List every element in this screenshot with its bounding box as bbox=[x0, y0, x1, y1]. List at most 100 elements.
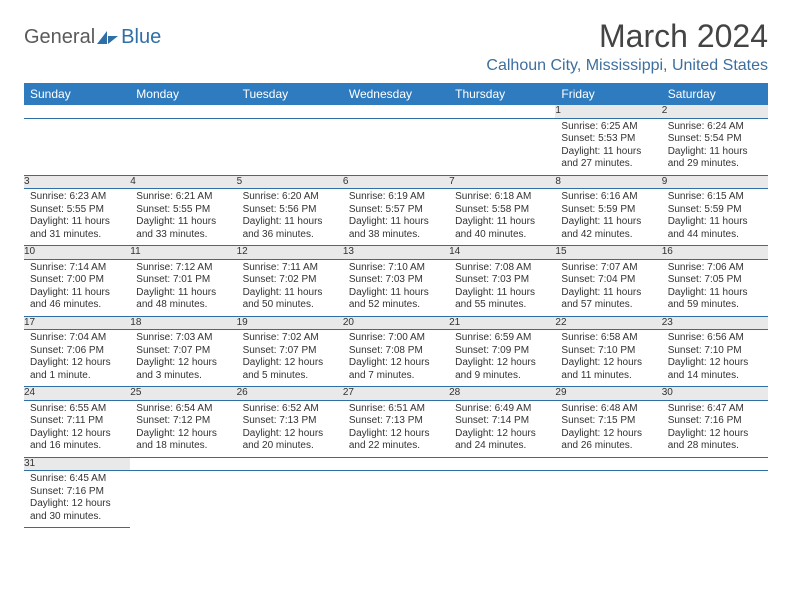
sunset-text: Sunset: 7:14 PM bbox=[455, 415, 549, 428]
day-number-cell: 7 bbox=[449, 175, 555, 189]
daylight-text: Daylight: 12 hours and 16 minutes. bbox=[30, 428, 124, 453]
day-cell: Sunrise: 7:12 AMSunset: 7:01 PMDaylight:… bbox=[130, 259, 236, 316]
sunset-text: Sunset: 7:06 PM bbox=[30, 345, 124, 358]
sunset-text: Sunset: 7:12 PM bbox=[136, 415, 230, 428]
week-row: Sunrise: 6:25 AMSunset: 5:53 PMDaylight:… bbox=[24, 118, 768, 175]
sunset-text: Sunset: 7:10 PM bbox=[561, 345, 655, 358]
day-cell: Sunrise: 6:21 AMSunset: 5:55 PMDaylight:… bbox=[130, 189, 236, 246]
day-number-cell: 11 bbox=[130, 246, 236, 260]
daylight-text: Daylight: 12 hours and 7 minutes. bbox=[349, 357, 443, 382]
sunrise-text: Sunrise: 6:51 AM bbox=[349, 403, 443, 416]
daylight-text: Daylight: 11 hours and 55 minutes. bbox=[455, 287, 549, 312]
sunset-text: Sunset: 7:09 PM bbox=[455, 345, 549, 358]
day-cell: Sunrise: 7:11 AMSunset: 7:02 PMDaylight:… bbox=[237, 259, 343, 316]
day-number-cell: 2 bbox=[662, 105, 768, 118]
weekday-header: Thursday bbox=[449, 83, 555, 105]
weekday-header-row: Sunday Monday Tuesday Wednesday Thursday… bbox=[24, 83, 768, 105]
sunset-text: Sunset: 7:07 PM bbox=[136, 345, 230, 358]
sunset-text: Sunset: 7:15 PM bbox=[561, 415, 655, 428]
sunrise-text: Sunrise: 6:54 AM bbox=[136, 403, 230, 416]
day-cell: Sunrise: 6:48 AMSunset: 7:15 PMDaylight:… bbox=[555, 400, 661, 457]
day-cell: Sunrise: 6:16 AMSunset: 5:59 PMDaylight:… bbox=[555, 189, 661, 246]
sunrise-text: Sunrise: 6:47 AM bbox=[668, 403, 762, 416]
daylight-text: Daylight: 12 hours and 26 minutes. bbox=[561, 428, 655, 453]
day-number-cell: 3 bbox=[24, 175, 130, 189]
day-number-cell bbox=[662, 457, 768, 471]
daylight-text: Daylight: 12 hours and 11 minutes. bbox=[561, 357, 655, 382]
day-number-cell: 5 bbox=[237, 175, 343, 189]
day-cell: Sunrise: 7:03 AMSunset: 7:07 PMDaylight:… bbox=[130, 330, 236, 387]
day-cell: Sunrise: 7:04 AMSunset: 7:06 PMDaylight:… bbox=[24, 330, 130, 387]
day-cell bbox=[130, 471, 236, 528]
sunset-text: Sunset: 5:55 PM bbox=[136, 204, 230, 217]
day-cell: Sunrise: 6:51 AMSunset: 7:13 PMDaylight:… bbox=[343, 400, 449, 457]
sunset-text: Sunset: 5:59 PM bbox=[668, 204, 762, 217]
day-cell: Sunrise: 6:45 AMSunset: 7:16 PMDaylight:… bbox=[24, 471, 130, 528]
daylight-text: Daylight: 12 hours and 18 minutes. bbox=[136, 428, 230, 453]
day-cell: Sunrise: 7:08 AMSunset: 7:03 PMDaylight:… bbox=[449, 259, 555, 316]
day-number-cell: 12 bbox=[237, 246, 343, 260]
day-cell: Sunrise: 7:02 AMSunset: 7:07 PMDaylight:… bbox=[237, 330, 343, 387]
day-number-cell: 14 bbox=[449, 246, 555, 260]
day-cell: Sunrise: 6:18 AMSunset: 5:58 PMDaylight:… bbox=[449, 189, 555, 246]
sunrise-text: Sunrise: 6:21 AM bbox=[136, 191, 230, 204]
sunrise-text: Sunrise: 7:02 AM bbox=[243, 332, 337, 345]
day-number-cell: 17 bbox=[24, 316, 130, 330]
day-number-cell bbox=[130, 105, 236, 118]
daynum-row: 24252627282930 bbox=[24, 387, 768, 401]
sunset-text: Sunset: 7:03 PM bbox=[349, 274, 443, 287]
day-number-cell: 23 bbox=[662, 316, 768, 330]
sunrise-text: Sunrise: 6:25 AM bbox=[561, 121, 655, 134]
daynum-row: 10111213141516 bbox=[24, 246, 768, 260]
sunrise-text: Sunrise: 6:48 AM bbox=[561, 403, 655, 416]
daylight-text: Daylight: 12 hours and 9 minutes. bbox=[455, 357, 549, 382]
day-number-cell: 24 bbox=[24, 387, 130, 401]
daylight-text: Daylight: 12 hours and 1 minute. bbox=[30, 357, 124, 382]
sunset-text: Sunset: 7:13 PM bbox=[243, 415, 337, 428]
weekday-header: Wednesday bbox=[343, 83, 449, 105]
day-number-cell: 9 bbox=[662, 175, 768, 189]
day-number-cell: 20 bbox=[343, 316, 449, 330]
week-row: Sunrise: 6:45 AMSunset: 7:16 PMDaylight:… bbox=[24, 471, 768, 528]
day-number-cell: 26 bbox=[237, 387, 343, 401]
day-number-cell bbox=[449, 105, 555, 118]
day-cell: Sunrise: 6:54 AMSunset: 7:12 PMDaylight:… bbox=[130, 400, 236, 457]
sunrise-text: Sunrise: 7:14 AM bbox=[30, 262, 124, 275]
day-number-cell: 10 bbox=[24, 246, 130, 260]
weekday-header: Saturday bbox=[662, 83, 768, 105]
page-title: March 2024 bbox=[486, 18, 768, 55]
day-number-cell: 16 bbox=[662, 246, 768, 260]
day-cell: Sunrise: 6:23 AMSunset: 5:55 PMDaylight:… bbox=[24, 189, 130, 246]
sunrise-text: Sunrise: 6:59 AM bbox=[455, 332, 549, 345]
daynum-row: 17181920212223 bbox=[24, 316, 768, 330]
sunrise-text: Sunrise: 6:55 AM bbox=[30, 403, 124, 416]
day-cell: Sunrise: 7:06 AMSunset: 7:05 PMDaylight:… bbox=[662, 259, 768, 316]
day-cell bbox=[24, 118, 130, 175]
daylight-text: Daylight: 11 hours and 42 minutes. bbox=[561, 216, 655, 241]
day-cell: Sunrise: 6:47 AMSunset: 7:16 PMDaylight:… bbox=[662, 400, 768, 457]
sunset-text: Sunset: 5:55 PM bbox=[30, 204, 124, 217]
day-number-cell: 31 bbox=[24, 457, 130, 471]
day-number-cell: 28 bbox=[449, 387, 555, 401]
sunset-text: Sunset: 7:00 PM bbox=[30, 274, 124, 287]
daylight-text: Daylight: 11 hours and 52 minutes. bbox=[349, 287, 443, 312]
sunrise-text: Sunrise: 7:00 AM bbox=[349, 332, 443, 345]
daylight-text: Daylight: 11 hours and 29 minutes. bbox=[668, 146, 762, 171]
weekday-header: Tuesday bbox=[237, 83, 343, 105]
day-cell bbox=[343, 471, 449, 528]
weekday-header: Sunday bbox=[24, 83, 130, 105]
sunset-text: Sunset: 7:08 PM bbox=[349, 345, 443, 358]
sunrise-text: Sunrise: 6:52 AM bbox=[243, 403, 337, 416]
daylight-text: Daylight: 12 hours and 20 minutes. bbox=[243, 428, 337, 453]
sunset-text: Sunset: 7:03 PM bbox=[455, 274, 549, 287]
daylight-text: Daylight: 12 hours and 22 minutes. bbox=[349, 428, 443, 453]
day-cell: Sunrise: 6:52 AMSunset: 7:13 PMDaylight:… bbox=[237, 400, 343, 457]
day-number-cell bbox=[555, 457, 661, 471]
daylight-text: Daylight: 12 hours and 30 minutes. bbox=[30, 498, 124, 523]
week-row: Sunrise: 7:04 AMSunset: 7:06 PMDaylight:… bbox=[24, 330, 768, 387]
sunrise-text: Sunrise: 6:58 AM bbox=[561, 332, 655, 345]
sunset-text: Sunset: 7:04 PM bbox=[561, 274, 655, 287]
day-number-cell: 27 bbox=[343, 387, 449, 401]
day-cell: Sunrise: 7:14 AMSunset: 7:00 PMDaylight:… bbox=[24, 259, 130, 316]
daylight-text: Daylight: 11 hours and 31 minutes. bbox=[30, 216, 124, 241]
